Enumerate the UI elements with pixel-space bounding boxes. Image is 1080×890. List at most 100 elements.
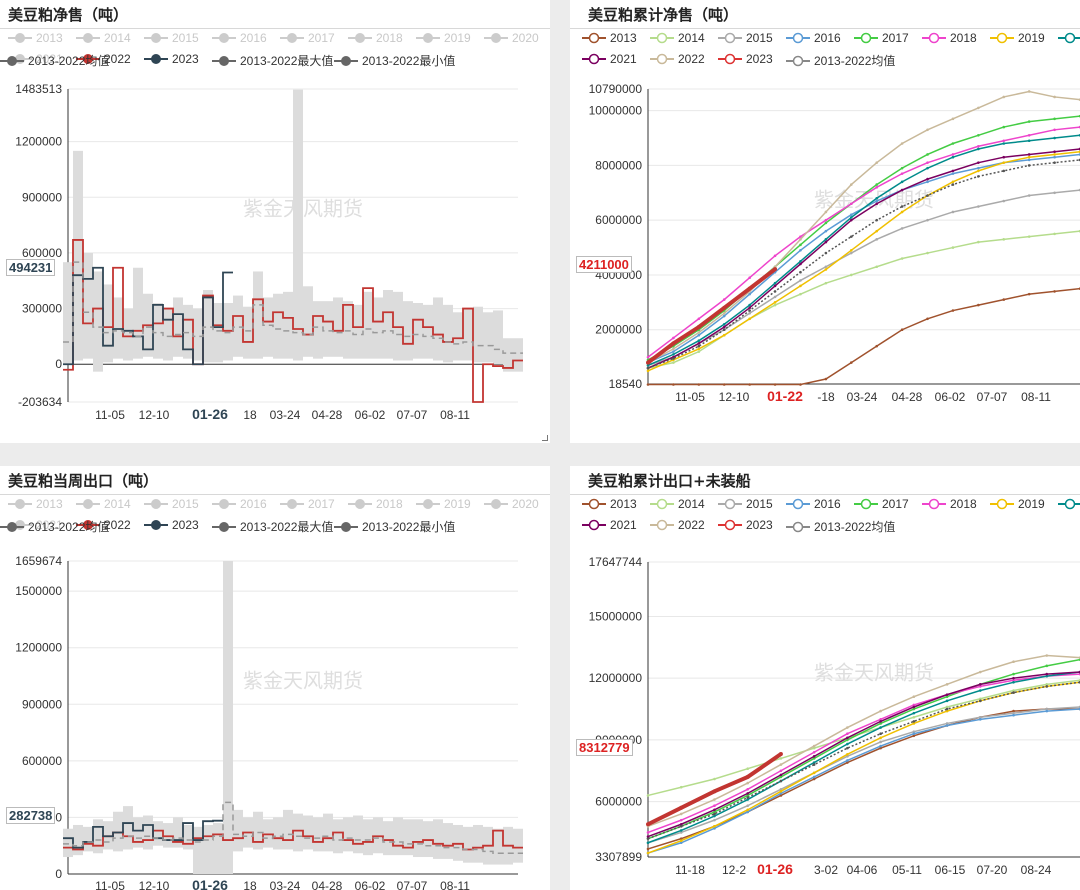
data-point <box>779 790 783 793</box>
series-line <box>647 654 1080 828</box>
legend-marker-icon <box>786 498 810 510</box>
data-point <box>926 128 929 132</box>
data-point <box>679 818 683 822</box>
legend-item-2021[interactable]: 2021 <box>582 518 637 532</box>
band-bar <box>183 304 193 359</box>
chart-canvas: 1659674150000012000009000006000003000000… <box>15 554 523 890</box>
legend-item-2017[interactable]: 2017 <box>854 497 909 511</box>
legend-item-2019[interactable]: 2019 <box>990 31 1045 45</box>
legend-item-2013-2022[interactable]: 2013-2022均值 <box>0 52 109 69</box>
data-point <box>879 722 882 725</box>
legend-item-2017[interactable]: 2017 <box>280 497 335 511</box>
legend-item-2022[interactable]: 2022 <box>650 52 705 66</box>
data-point <box>779 794 783 797</box>
data-point <box>951 183 955 186</box>
legend-item-2013-2022[interactable]: 2013-2022均值 <box>786 518 895 535</box>
legend-item-2013[interactable]: 2013 <box>582 31 637 45</box>
legend-item-2013-2022[interactable]: 2013-2022最大值 <box>212 518 333 535</box>
legend-item-2018[interactable]: 2018 <box>922 497 977 511</box>
series-line <box>647 706 1080 844</box>
legend-item-2016[interactable]: 2016 <box>212 497 267 511</box>
legend-item-2022[interactable]: 2022 <box>76 518 131 532</box>
data-point <box>812 763 816 766</box>
legend-item-2017[interactable]: 2017 <box>854 31 909 45</box>
data-point <box>812 771 816 775</box>
band-bar <box>163 823 173 848</box>
legend[interactable]: 2013 2014 2015 2016 2017 2018 2019 2020 2021 2022… <box>0 31 550 81</box>
legend-item-2016[interactable]: 2016 <box>212 31 267 45</box>
legend-item-2019[interactable]: 2019 <box>416 31 471 45</box>
data-point <box>672 361 675 364</box>
legend-item-2016[interactable]: 2016 <box>786 31 841 45</box>
data-point <box>849 273 853 277</box>
legend-item-2013-2022[interactable]: 2013-2022最小值 <box>334 518 455 535</box>
legend-item-2013-2022[interactable]: 2013-2022最小值 <box>334 52 455 69</box>
legend-item-2020[interactable]: 2020 <box>1058 497 1080 511</box>
band-bar <box>413 819 423 858</box>
legend-item-2018[interactable]: 2018 <box>348 31 403 45</box>
legend-marker-icon <box>212 56 236 66</box>
legend-label: 2017 <box>882 497 909 511</box>
legend[interactable]: 2013 2014 2015 2016 2017 2018 2019 2020 2021 2022… <box>570 31 1080 81</box>
legend-item-2018[interactable]: 2018 <box>922 31 977 45</box>
data-point <box>945 705 949 709</box>
band-bar <box>453 312 463 361</box>
legend-item-2013[interactable]: 2013 <box>8 497 63 511</box>
legend-item-2015[interactable]: 2015 <box>144 31 199 45</box>
data-point <box>672 336 675 340</box>
legend-item-2023[interactable]: 2023 <box>718 518 773 532</box>
legend-item-2013[interactable]: 2013 <box>582 497 637 511</box>
series-line <box>647 159 1080 369</box>
legend-item-2021[interactable]: 2021 <box>582 52 637 66</box>
legend-label: 2021 <box>36 518 63 532</box>
legend-item-2015[interactable]: 2015 <box>144 497 199 511</box>
legend-item-2023[interactable]: 2023 <box>718 52 773 66</box>
data-point <box>679 805 684 810</box>
data-point <box>979 683 982 686</box>
band-bar <box>493 310 503 365</box>
data-point <box>1053 161 1056 164</box>
data-point <box>722 333 726 337</box>
data-point <box>1002 142 1006 145</box>
legend[interactable]: 2013 2014 2015 2016 2017 2018 2019 2020 2021 2022… <box>0 497 550 547</box>
legend-item-2020[interactable]: 2020 <box>484 31 539 45</box>
legend-item-2018[interactable]: 2018 <box>348 497 403 511</box>
legend-item-2019[interactable]: 2019 <box>990 497 1045 511</box>
data-point <box>713 808 716 812</box>
legend-item-2022[interactable]: 2022 <box>650 518 705 532</box>
data-point <box>722 328 726 332</box>
legend-item-2013-2022[interactable]: 2013-2022最大值 <box>212 52 333 69</box>
legend-item-2014[interactable]: 2014 <box>650 497 705 511</box>
legend-item-2013-2022[interactable]: 2013-2022均值 <box>786 52 895 69</box>
band-bar <box>303 815 313 850</box>
legend-item-2016[interactable]: 2016 <box>786 497 841 511</box>
legend-marker-icon <box>144 33 168 43</box>
legend-item-2014[interactable]: 2014 <box>650 31 705 45</box>
legend-item-2014[interactable]: 2014 <box>76 31 131 45</box>
x-tick-label: 3-02 <box>814 863 838 877</box>
legend-item-2017[interactable]: 2017 <box>280 31 335 45</box>
data-point <box>875 183 879 186</box>
panel-title: 美豆粕当周出口（吨） <box>8 472 159 490</box>
legend-item-2023[interactable]: 2023 <box>144 518 199 532</box>
data-point <box>1002 199 1006 203</box>
legend-item-2023[interactable]: 2023 <box>144 52 199 66</box>
legend-item-2013-2022[interactable]: 2013-2022均值 <box>0 518 109 535</box>
data-point <box>812 757 816 760</box>
legend[interactable]: 2013 2014 2015 2016 2017 2018 2019 2020 2021 2022… <box>570 497 1080 547</box>
resize-handle[interactable] <box>542 435 548 441</box>
data-point <box>945 693 949 696</box>
band-bar <box>283 809 293 850</box>
legend-item-2013[interactable]: 2013 <box>8 31 63 45</box>
data-point <box>900 227 904 230</box>
legend-item-2014[interactable]: 2014 <box>76 497 131 511</box>
data-point <box>951 172 955 175</box>
legend-item-2015[interactable]: 2015 <box>718 31 773 45</box>
legend-item-2020[interactable]: 2020 <box>1058 31 1080 45</box>
legend-item-2019[interactable]: 2019 <box>416 497 471 511</box>
band-bar <box>483 312 493 363</box>
data-point <box>977 240 980 244</box>
legend-item-2020[interactable]: 2020 <box>484 497 539 511</box>
legend-item-2022[interactable]: 2022 <box>76 52 131 66</box>
legend-item-2015[interactable]: 2015 <box>718 497 773 511</box>
